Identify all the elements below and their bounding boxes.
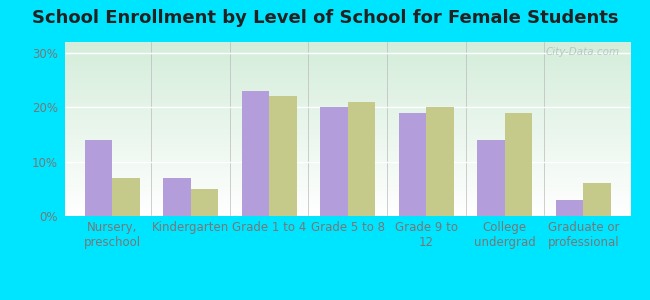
Bar bbox=[163, 178, 190, 216]
Bar bbox=[505, 113, 532, 216]
Bar bbox=[320, 107, 348, 216]
Bar bbox=[190, 189, 218, 216]
Bar bbox=[242, 91, 269, 216]
Bar bbox=[426, 107, 454, 216]
Bar bbox=[584, 183, 611, 216]
Bar bbox=[477, 140, 505, 216]
Bar bbox=[399, 113, 426, 216]
Bar bbox=[556, 200, 584, 216]
Bar bbox=[84, 140, 112, 216]
Bar bbox=[112, 178, 140, 216]
Bar bbox=[269, 96, 296, 216]
Text: City-Data.com: City-Data.com bbox=[545, 47, 619, 57]
Text: School Enrollment by Level of School for Female Students: School Enrollment by Level of School for… bbox=[32, 9, 618, 27]
Bar bbox=[348, 102, 375, 216]
